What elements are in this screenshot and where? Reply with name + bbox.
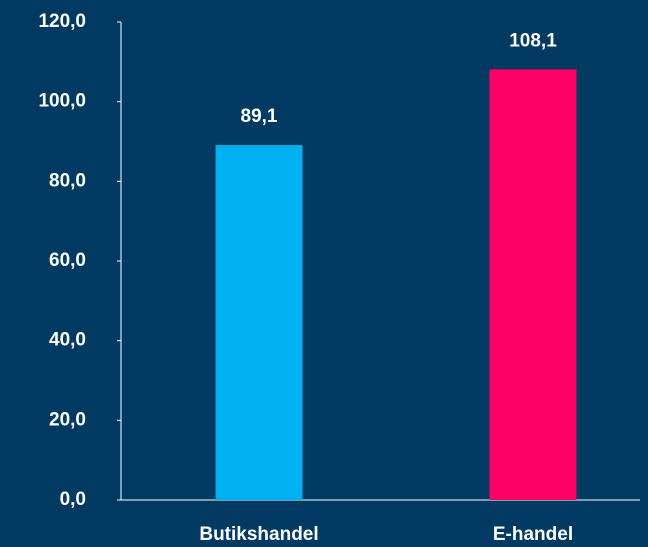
y-tick-label: 0,0	[60, 489, 86, 510]
y-tick-label: 40,0	[49, 330, 86, 351]
value-label: 108,1	[509, 30, 557, 51]
x-tick-label: E-handel	[493, 524, 573, 545]
value-label: 89,1	[241, 106, 278, 127]
y-tick-label: 20,0	[49, 409, 86, 430]
y-tick-label: 60,0	[49, 250, 86, 271]
bar	[215, 145, 303, 500]
x-tick-label: Butikshandel	[199, 524, 318, 545]
bar	[489, 69, 577, 500]
y-tick-label: 120,0	[38, 11, 86, 32]
y-tick-label: 100,0	[38, 91, 86, 112]
y-tick-label: 80,0	[49, 170, 86, 191]
